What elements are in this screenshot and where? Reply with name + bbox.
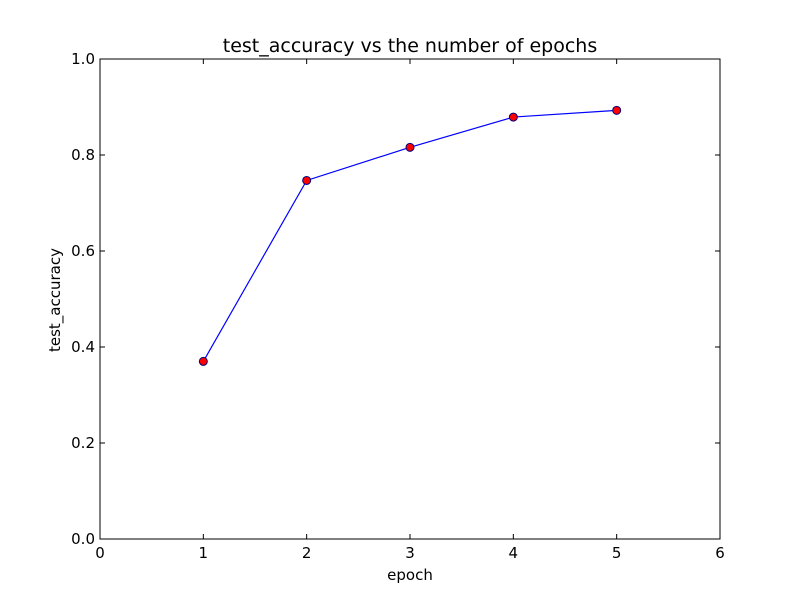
chart-title: test_accuracy vs the number of epochs: [223, 35, 597, 57]
x-axis-label: epoch: [387, 566, 433, 584]
y-tick-label: 0.8: [71, 146, 95, 164]
x-tick-label: 0: [95, 544, 105, 562]
y-tick-label: 1.0: [71, 50, 95, 68]
x-tick-label: 2: [302, 544, 312, 562]
data-point: [405, 142, 415, 152]
y-tick-label: 0.6: [71, 242, 95, 260]
y-axis-label: test_accuracy: [46, 248, 65, 352]
y-tick-label: 0.4: [71, 338, 95, 356]
plot-area: 0 1 2 3 4 5 6 0.0 0.2 0.4 0.6 0.8 1.0: [71, 50, 725, 562]
data-point: [612, 105, 622, 115]
y-tick-label: 0.0: [71, 530, 95, 548]
data-point: [302, 175, 312, 185]
y-tick-label: 0.2: [71, 434, 95, 452]
x-tick-label: 5: [612, 544, 622, 562]
x-tick-label: 3: [405, 544, 415, 562]
data-point: [508, 112, 518, 122]
data-point: [198, 356, 208, 366]
x-tick-label: 1: [199, 544, 209, 562]
plot-frame: [99, 58, 721, 540]
x-tick-label: 4: [509, 544, 519, 562]
x-tick-label: 6: [715, 544, 725, 562]
